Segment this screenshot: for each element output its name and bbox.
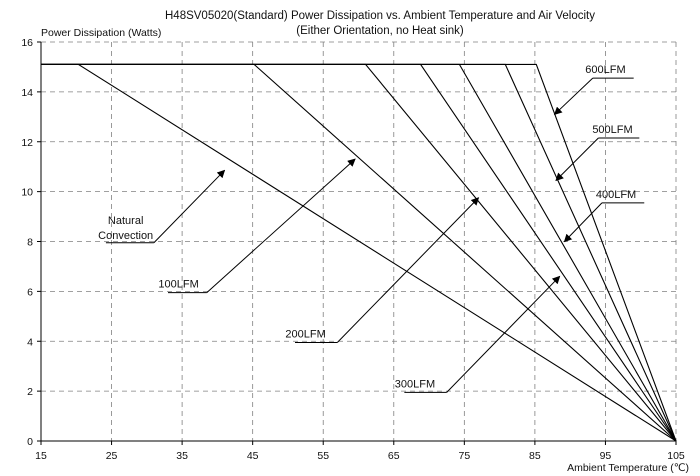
x-tick-label: 25: [106, 450, 118, 462]
annotation-arrow: [555, 137, 599, 182]
y-axis-label: Power Dissipation (Watts): [41, 27, 161, 39]
annotation-label-400lfm: 400LFM: [596, 189, 636, 201]
annotation-arrow: [336, 197, 480, 343]
x-tick-label: 105: [667, 450, 685, 462]
annotations: Natural Convection 100LFM 200LFM 300LFM 400LF…: [98, 64, 645, 393]
chart-title: H48SV05020(Standard) Power Dissipation v…: [165, 10, 595, 22]
x-tick-label: 55: [317, 450, 329, 462]
tick-labels: 15 25 35 45 55 65 75 85 95 105 0 2 4 6 8 10 12 14 16: [21, 37, 685, 462]
y-tick-label: 4: [27, 336, 33, 348]
y-tick-label: 8: [27, 237, 33, 249]
annotation-label-300lfm: 300LFM: [395, 378, 435, 390]
series-line-100lfm: [41, 63, 677, 442]
annotation-arrow: [553, 77, 594, 116]
x-tick-label: 65: [388, 450, 400, 462]
x-tick-label: 75: [458, 450, 470, 462]
series-line-600lfm: [41, 63, 677, 442]
annotation-arrow: [206, 158, 356, 293]
annotation-label-natural: Natural: [108, 215, 143, 227]
series-line-300lfm: [41, 63, 677, 442]
series-line-400lfm: [41, 63, 677, 442]
series-line-200lfm: [41, 63, 677, 442]
y-tick-label: 12: [21, 137, 33, 149]
annotation-label-100lfm: 100LFM: [158, 279, 198, 291]
x-tick-label: 45: [247, 450, 259, 462]
x-tick-label: 95: [600, 450, 612, 462]
x-tick-label: 85: [529, 450, 541, 462]
grid-lines: [41, 41, 677, 441]
annotation-label-500lfm: 500LFM: [592, 124, 632, 136]
y-tick-label: 10: [21, 187, 33, 199]
y-tick-label: 2: [27, 386, 33, 398]
y-tick-label: 14: [21, 87, 33, 99]
series-line-natural-convection: [41, 63, 677, 442]
series-lines: [41, 63, 677, 442]
annotation-label-line2: Convection: [98, 230, 153, 242]
annotation-label-600lfm: 600LFM: [585, 64, 625, 76]
chart-subtitle: (Either Orientation, no Heat sink): [296, 25, 464, 37]
axes: [37, 41, 677, 445]
series-line-500lfm: [41, 63, 677, 442]
x-axis-label: Ambient Temperature (℃): [567, 462, 689, 474]
annotation-arrow: [153, 169, 226, 244]
annotation-arrow: [563, 202, 603, 243]
x-tick-label: 35: [176, 450, 188, 462]
y-tick-label: 0: [27, 436, 33, 448]
x-tick-label: 15: [35, 450, 47, 462]
annotation-label-200lfm: 200LFM: [285, 329, 325, 341]
y-tick-label: 6: [27, 286, 33, 298]
y-tick-label: 16: [21, 37, 33, 49]
annotation-arrow: [446, 275, 561, 393]
